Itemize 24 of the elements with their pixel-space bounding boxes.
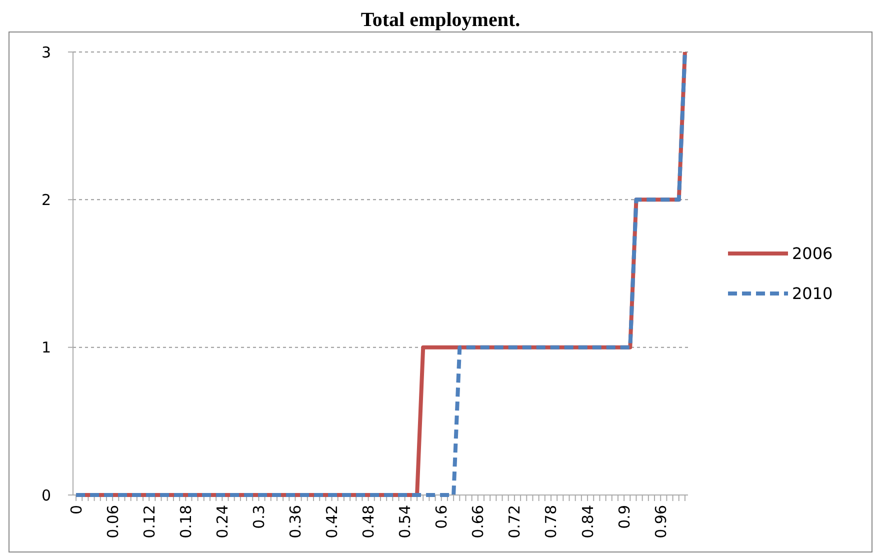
x-tick-label: 0.42 <box>323 505 342 538</box>
x-tick-label: 0.36 <box>286 505 304 538</box>
x-tick-label: 0.18 <box>176 505 195 538</box>
x-tick-label: 0.84 <box>578 505 597 538</box>
legend-label: 2010 <box>792 284 833 304</box>
x-tick-label: 0.9 <box>615 505 634 529</box>
x-tick-label: 0.06 <box>104 505 122 538</box>
chart-title: Total employment. <box>360 9 520 31</box>
x-tick-label: 0.24 <box>213 505 232 538</box>
x-tick-label: 0.54 <box>396 505 414 538</box>
y-tick-label: 2 <box>41 190 51 209</box>
y-tick-label: 1 <box>41 338 51 357</box>
x-tick-label: 0.12 <box>140 505 158 538</box>
legend-label: 2006 <box>792 244 833 264</box>
y-tick-label: 0 <box>41 486 51 504</box>
x-tick-label: 0 <box>67 505 86 515</box>
x-tick-label: 0.96 <box>652 505 670 538</box>
x-tick-label: 0.48 <box>360 505 378 538</box>
x-tick-label: 0.72 <box>506 505 524 538</box>
y-tick-label: 3 <box>41 43 51 62</box>
x-tick-label: 0.78 <box>542 505 560 538</box>
x-tick-label: 0.3 <box>250 505 268 529</box>
x-tick-label: 0.6 <box>432 505 451 529</box>
x-tick-label: 0.66 <box>469 505 488 538</box>
